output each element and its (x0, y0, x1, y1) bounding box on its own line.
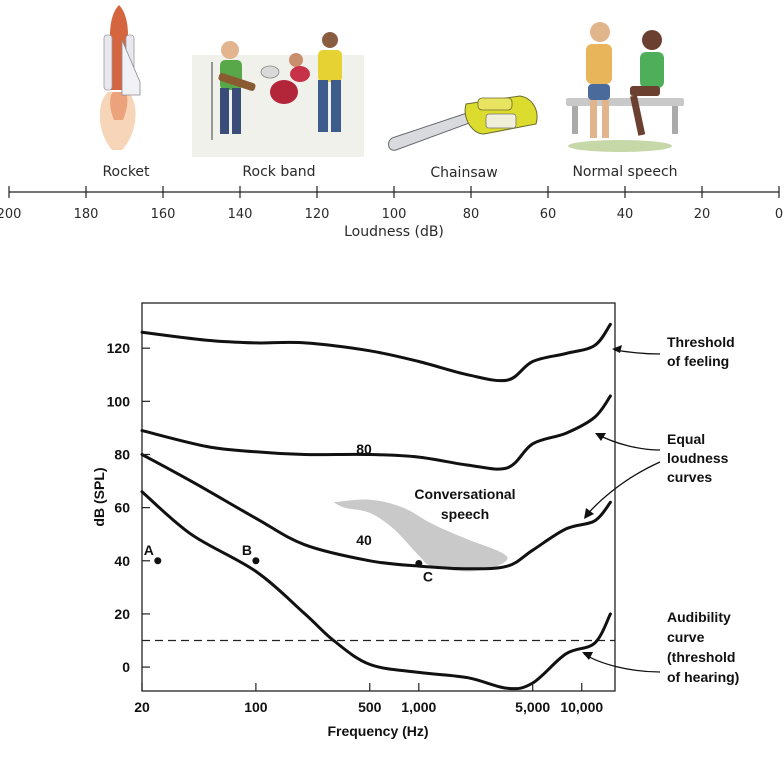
annotation-arrowhead (584, 508, 594, 519)
point-a (154, 557, 162, 565)
loudness-tick-label: 80 (463, 207, 480, 222)
loudness-tick-label: 200 (0, 207, 21, 222)
chart-y-ticks: 0 20 40 60 80 100 120 (107, 340, 150, 675)
annotation-arrow (613, 349, 661, 355)
chart-points-group: A B C (144, 542, 433, 585)
chart-x-axis-title: Frequency (Hz) (327, 723, 428, 739)
curve-label-80: 80 (356, 441, 372, 457)
chart-plot-frame (141, 302, 616, 692)
x-tick-label: 10,000 (560, 699, 603, 715)
chart-y-axis-title: dB (SPL) (91, 467, 107, 526)
rocket-icon (99, 5, 141, 150)
loudness-tick-label: 180 (74, 207, 99, 222)
x-tick-label: 100 (244, 699, 268, 715)
x-tick-label: 500 (358, 699, 382, 715)
y-tick-label: 60 (114, 500, 130, 516)
annotation-equal-loudness: Equal loudness curves (584, 431, 729, 519)
loudness-tick-label: 100 (382, 207, 407, 222)
sound-labels: Rocket Rock band Chainsaw Normal speech (102, 164, 677, 181)
y-tick-label: 40 (114, 553, 130, 569)
loudness-scale-ticks: 200 180 160 140 120 100 80 60 40 20 0 (0, 186, 783, 222)
equal-loudness-80-curve (140, 394, 612, 471)
annotation-text: (threshold (667, 649, 735, 665)
region-label-line-1: Conversational (414, 486, 515, 502)
chart-x-ticks: 20 100 500 1,000 5,000 10,000 (134, 683, 603, 715)
rock-band-icon (192, 32, 364, 157)
audibility-curve (140, 490, 612, 691)
hearing-chart: A B C 0 20 40 60 80 100 120 20 100 500 1,000 5,000 10… (91, 302, 616, 739)
point-b (252, 557, 260, 565)
loudness-tick-label: 0 (775, 207, 783, 222)
loudness-tick-label: 20 (694, 207, 711, 222)
conversational-speech-region-group (333, 499, 508, 572)
chart-series-group (140, 322, 612, 691)
x-tick-label: 1,000 (401, 699, 436, 715)
loudness-tick-label: 40 (617, 207, 634, 222)
annotation-arrowhead (582, 652, 593, 660)
annotation-text: curves (667, 469, 712, 485)
loudness-tick-label: 60 (540, 207, 557, 222)
y-tick-label: 120 (107, 340, 131, 356)
sound-label-rocket: Rocket (102, 164, 150, 180)
annotation-audibility-curve: Audibility curve (threshold of hearing) (582, 609, 739, 685)
region-label-line-2: speech (441, 506, 489, 522)
loudness-scale: 200 180 160 140 120 100 80 60 40 20 0 Loudness (dB… (0, 186, 783, 240)
annotation-text: loudness (667, 450, 729, 466)
y-tick-label: 100 (107, 393, 131, 409)
annotation-arrowhead (612, 345, 622, 353)
annotation-arrowhead (595, 433, 606, 441)
annotation-text: Threshold (667, 334, 735, 350)
annotation-text: curve (667, 629, 705, 645)
annotation-text: of hearing) (667, 669, 739, 685)
y-tick-label: 0 (122, 659, 130, 675)
point-label-a: A (144, 542, 154, 558)
equal-loudness-40-curve (140, 453, 612, 571)
sound-label-rock-band: Rock band (242, 164, 315, 180)
conversational-speech-region (333, 499, 508, 572)
curve-label-40: 40 (356, 532, 372, 548)
point-label-c: C (423, 568, 433, 584)
annotation-text: of feeling (667, 353, 729, 369)
y-tick-label: 80 (114, 446, 130, 462)
y-tick-label: 20 (114, 606, 130, 622)
x-tick-label: 20 (134, 699, 150, 715)
sound-label-normal-speech: Normal speech (572, 164, 677, 180)
annotation-text: Audibility (667, 609, 731, 625)
annotation-threshold-of-feeling: Threshold of feeling (612, 334, 735, 369)
annotation-text: Equal (667, 431, 705, 447)
threshold-of-feeling-curve (140, 322, 612, 383)
loudness-tick-label: 160 (151, 207, 176, 222)
normal-speech-icon (566, 22, 684, 152)
x-tick-label: 5,000 (515, 699, 550, 715)
chainsaw-icon (388, 95, 538, 151)
loudness-tick-label: 120 (305, 207, 330, 222)
loudness-tick-label: 140 (228, 207, 253, 222)
sound-label-chainsaw: Chainsaw (430, 165, 497, 181)
point-c (415, 559, 423, 567)
loudness-scale-title: Loudness (dB) (344, 224, 444, 240)
point-label-b: B (242, 542, 252, 558)
